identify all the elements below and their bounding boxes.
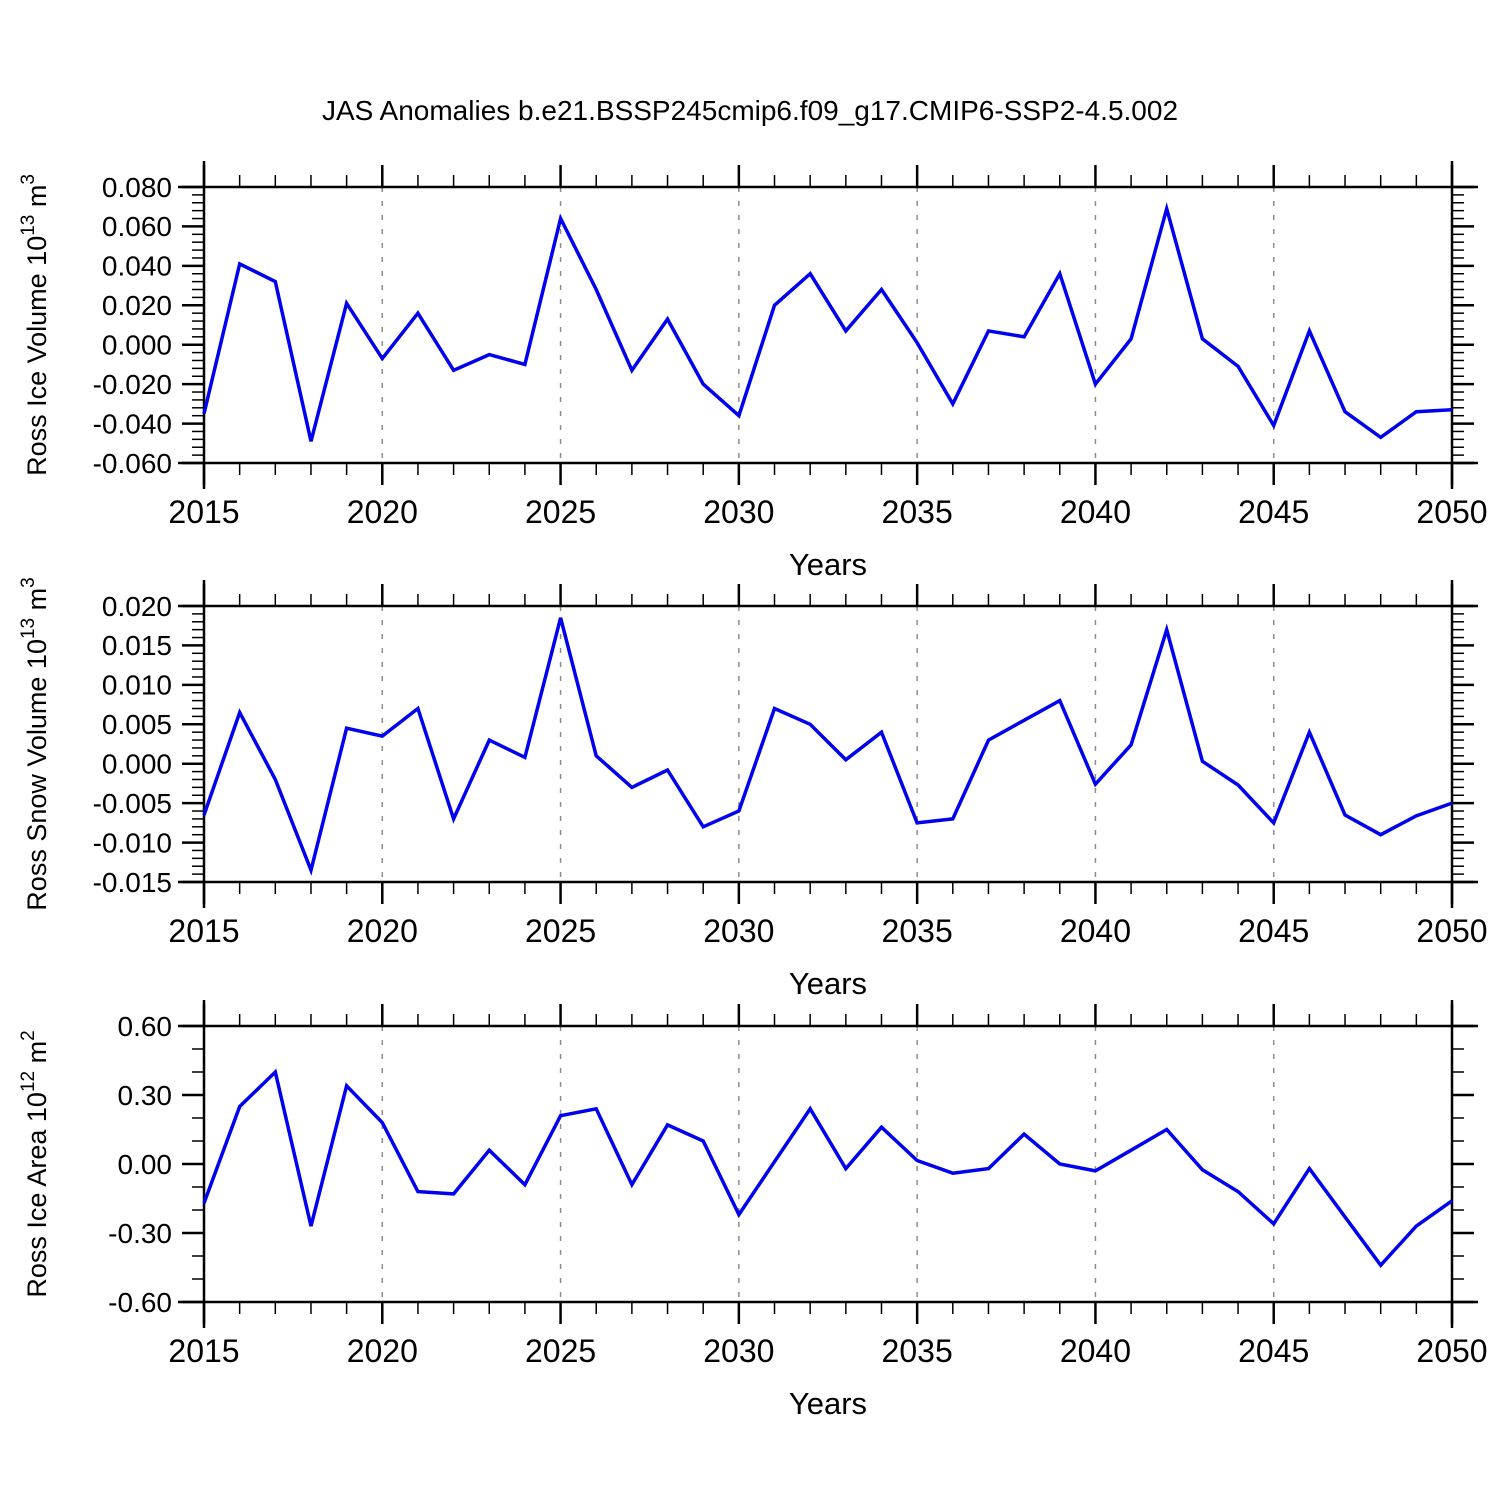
x-tick-label: 2015 bbox=[168, 1333, 239, 1369]
series-line-ross-ice-area bbox=[202, 1068, 1454, 1268]
x-tick-label: 2045 bbox=[1238, 1333, 1309, 1369]
x-tick-label: 2035 bbox=[882, 1333, 953, 1369]
y-tick-label: 0.60 bbox=[118, 1011, 173, 1042]
x-tick-label: 2020 bbox=[347, 494, 418, 530]
y-tick-label: 0.000 bbox=[102, 749, 172, 780]
x-tick-label: 2050 bbox=[1416, 1333, 1487, 1369]
y-tick-label: 0.060 bbox=[102, 211, 172, 242]
x-tick-label: 2040 bbox=[1060, 913, 1131, 949]
y-axis-title: Ross Ice Area 1012 m2 bbox=[18, 1030, 52, 1297]
x-tick-label: 2040 bbox=[1060, 494, 1131, 530]
y-tick-label: 0.010 bbox=[102, 670, 172, 701]
y-tick-label: -0.040 bbox=[93, 408, 172, 439]
y-tick-label: 0.005 bbox=[102, 709, 172, 740]
panel-ross-snow-volume: 0.020 0.015 0.010 0.005 0.000 -0.005 -0.010 -0.… bbox=[18, 577, 1488, 1001]
series-line-ross-snow-volume bbox=[202, 617, 1453, 876]
y-tick-label: -0.020 bbox=[93, 369, 172, 400]
x-tick-label: 2025 bbox=[525, 494, 596, 530]
y-tick-label: 0.000 bbox=[102, 330, 172, 361]
x-tick-label: 2015 bbox=[168, 494, 239, 530]
x-tick-label: 2030 bbox=[703, 1333, 774, 1369]
y-tick-label: 0.020 bbox=[102, 290, 172, 321]
x-tick-label: 2035 bbox=[882, 494, 953, 530]
y-tick-label: -0.005 bbox=[93, 788, 172, 819]
panel-ross-ice-area: 0.60 0.30 0.00 -0.30 -0.60 2015 2020 2025 2030 20… bbox=[18, 1000, 1488, 1421]
y-tick-label: -0.010 bbox=[93, 827, 172, 858]
axes bbox=[178, 1000, 1478, 1328]
y-axis-title: Ross Ice Volume 1013 m3 bbox=[18, 174, 52, 476]
x-tick-label: 2045 bbox=[1238, 913, 1309, 949]
y-tick-label: 0.30 bbox=[118, 1080, 173, 1111]
axes bbox=[178, 580, 1478, 908]
x-tick-label: 2045 bbox=[1238, 494, 1309, 530]
y-tick-label: -0.30 bbox=[108, 1218, 172, 1249]
y-tick-label: 0.040 bbox=[102, 251, 172, 282]
x-tick-label: 2015 bbox=[168, 913, 239, 949]
x-tick-label: 2030 bbox=[703, 913, 774, 949]
x-tick-label: 2020 bbox=[347, 1333, 418, 1369]
x-tick-label: 2040 bbox=[1060, 1333, 1131, 1369]
y-tick-label: 0.015 bbox=[102, 630, 172, 661]
y-tick-label: 0.080 bbox=[102, 172, 172, 203]
x-tick-label: 2025 bbox=[525, 913, 596, 949]
y-tick-label: -0.060 bbox=[93, 448, 172, 479]
axes bbox=[178, 161, 1478, 489]
y-tick-label: 0.020 bbox=[102, 591, 172, 622]
x-tick-label: 2030 bbox=[703, 494, 774, 530]
x-tick-label: 2050 bbox=[1416, 494, 1487, 530]
x-tick-label: 2025 bbox=[525, 1333, 596, 1369]
x-tick-label: 2035 bbox=[882, 913, 953, 949]
series-line-ross-ice-volume bbox=[202, 202, 1453, 442]
x-axis-title: Years bbox=[789, 966, 867, 1001]
y-axis-title: Ross Snow Volume 1013 m3 bbox=[18, 577, 52, 910]
y-tick-label: -0.015 bbox=[93, 867, 172, 898]
x-axis-title: Years bbox=[789, 1386, 867, 1421]
x-tick-label: 2020 bbox=[347, 913, 418, 949]
x-axis-title: Years bbox=[789, 547, 867, 582]
y-tick-label: -0.60 bbox=[108, 1287, 172, 1318]
panel-ross-ice-volume: 0.080 0.060 0.040 0.020 0.000 -0.020 -0.040 -0.… bbox=[18, 161, 1488, 582]
x-tick-label: 2050 bbox=[1416, 913, 1487, 949]
y-tick-label: 0.00 bbox=[118, 1149, 173, 1180]
chart-title: JAS Anomalies b.e21.BSSP245cmip6.f09_g17… bbox=[321, 95, 1179, 126]
